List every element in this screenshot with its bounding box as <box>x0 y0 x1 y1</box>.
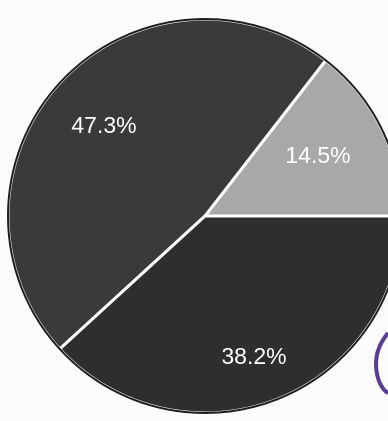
pie-outline <box>7 18 388 414</box>
slice-label-0: 47.3% <box>71 112 136 138</box>
slice-label-1: 14.5% <box>285 142 350 168</box>
slice-label-2: 38.2% <box>221 343 286 369</box>
edge-artifact <box>374 331 388 395</box>
